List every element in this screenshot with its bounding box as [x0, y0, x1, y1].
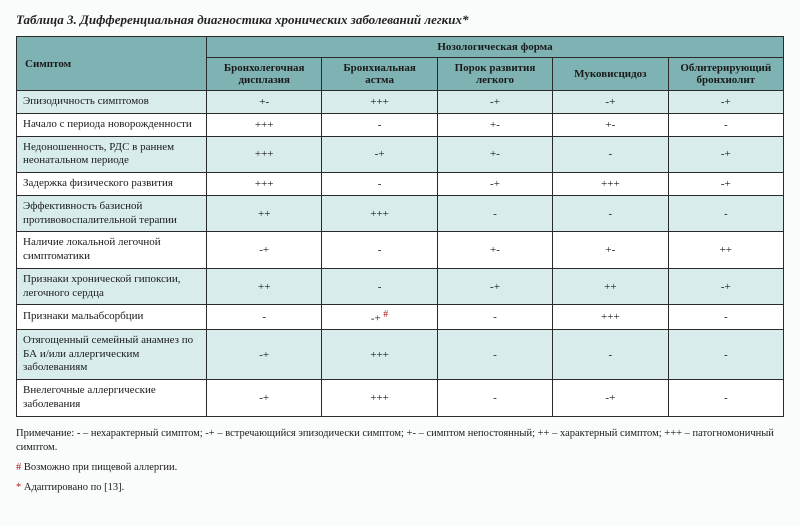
- symptom-cell: Недоношенность, РДС в раннем неонатально…: [17, 136, 207, 173]
- value-cell: -+: [437, 173, 552, 196]
- value-cell: -+ #: [322, 305, 437, 330]
- value-cell: -+: [207, 232, 322, 269]
- table-row: Признаки мальабсорбции--+ #-+++-: [17, 305, 784, 330]
- symptom-cell: Отягощенный семейный анамнез по БА и/или…: [17, 329, 207, 379]
- footnote-1: # Возможно при пищевой аллергии.: [16, 461, 784, 475]
- value-cell: +++: [207, 173, 322, 196]
- value-cell: -+: [553, 91, 668, 114]
- table-row: Эпизодичность симптомов+-+++-+-+-+: [17, 91, 784, 114]
- value-cell: -: [668, 305, 783, 330]
- value-cell: +++: [553, 173, 668, 196]
- table-notes: Примечание: - – нехарактерный симптом; -…: [16, 427, 784, 496]
- symptom-cell: Эффективность базисной противовоспалител…: [17, 195, 207, 232]
- symptom-cell: Признаки мальабсорбции: [17, 305, 207, 330]
- value-cell: +++: [322, 380, 437, 417]
- value-cell: -: [207, 305, 322, 330]
- value-cell: +++: [207, 113, 322, 136]
- footnote-1-text: Возможно при пищевой аллергии.: [21, 462, 177, 473]
- value-cell: -: [668, 329, 783, 379]
- value-cell: -+: [668, 268, 783, 305]
- header-group: Нозологическая форма: [207, 37, 784, 58]
- value-cell: -+: [322, 136, 437, 173]
- value-cell: -+: [437, 268, 552, 305]
- legend-note: Примечание: - – нехарактерный симптом; -…: [16, 427, 784, 455]
- table-row: Задержка физического развития+++--++++-+: [17, 173, 784, 196]
- table-body: Эпизодичность симптомов+-+++-+-+-+Начало…: [17, 91, 784, 417]
- value-cell: +-: [553, 113, 668, 136]
- symptom-cell: Внелегочные аллергические заболевания: [17, 380, 207, 417]
- symptom-cell: Наличие локальной легочной симптоматики: [17, 232, 207, 269]
- value-cell: +++: [553, 305, 668, 330]
- value-cell: -: [322, 173, 437, 196]
- value-cell: -: [668, 380, 783, 417]
- value-cell: -+: [207, 329, 322, 379]
- table-title: Таблица 3. Дифференциальная диагностика …: [16, 12, 784, 28]
- value-cell: +++: [207, 136, 322, 173]
- value-cell: -: [668, 195, 783, 232]
- value-cell: +-: [553, 232, 668, 269]
- table-row: Эффективность базисной противовоспалител…: [17, 195, 784, 232]
- value-cell: -+: [437, 91, 552, 114]
- value-cell: -: [322, 113, 437, 136]
- value-cell: -+: [668, 173, 783, 196]
- header-col-3: Муковисцидоз: [553, 58, 668, 91]
- value-cell: -: [322, 232, 437, 269]
- value-cell: +-: [437, 136, 552, 173]
- table-row: Признаки хронической гипоксии, легочного…: [17, 268, 784, 305]
- value-cell: -: [437, 329, 552, 379]
- value-cell: +-: [437, 113, 552, 136]
- footnote-2: * Адаптировано по [13].: [16, 481, 784, 495]
- value-cell: +++: [322, 329, 437, 379]
- value-cell: ++: [553, 268, 668, 305]
- table-row: Наличие локальной легочной симптоматики-…: [17, 232, 784, 269]
- value-cell: -: [437, 305, 552, 330]
- footnote-ref-icon: #: [381, 309, 389, 320]
- value-cell: +++: [322, 195, 437, 232]
- value-cell: ++: [207, 268, 322, 305]
- header-col-4: Облитерирующий бронхиолит: [668, 58, 783, 91]
- value-cell: ++: [207, 195, 322, 232]
- header-symptom: Симптом: [17, 37, 207, 91]
- value-cell: +-: [207, 91, 322, 114]
- value-cell: +-: [437, 232, 552, 269]
- header-col-2: Порок развития легкого: [437, 58, 552, 91]
- value-cell: -: [553, 136, 668, 173]
- symptom-cell: Признаки хронической гипоксии, легочного…: [17, 268, 207, 305]
- symptom-cell: Эпизодичность симптомов: [17, 91, 207, 114]
- table-row: Начало с периода новорожденности+++-+-+-…: [17, 113, 784, 136]
- footnote-2-text: Адаптировано по [13].: [21, 482, 124, 493]
- table-row: Внелегочные аллергические заболевания-++…: [17, 380, 784, 417]
- value-cell: -: [553, 195, 668, 232]
- value-cell: -: [437, 380, 552, 417]
- value-cell: +++: [322, 91, 437, 114]
- value-cell: -+: [668, 136, 783, 173]
- diagnosis-table: Симптом Нозологическая форма Бронхолегоч…: [16, 36, 784, 417]
- header-col-0: Бронхолегочная дисплазия: [207, 58, 322, 91]
- value-cell: -+: [668, 91, 783, 114]
- symptom-cell: Задержка физического развития: [17, 173, 207, 196]
- table-row: Недоношенность, РДС в раннем неонатально…: [17, 136, 784, 173]
- value-cell: -: [322, 268, 437, 305]
- value-cell: -+: [553, 380, 668, 417]
- value-cell: -: [437, 195, 552, 232]
- table-row: Отягощенный семейный анамнез по БА и/или…: [17, 329, 784, 379]
- header-col-1: Бронхиальная астма: [322, 58, 437, 91]
- symptom-cell: Начало с периода новорожденности: [17, 113, 207, 136]
- value-cell: -+: [207, 380, 322, 417]
- value-cell: -: [553, 329, 668, 379]
- value-cell: ++: [668, 232, 783, 269]
- value-cell: -: [668, 113, 783, 136]
